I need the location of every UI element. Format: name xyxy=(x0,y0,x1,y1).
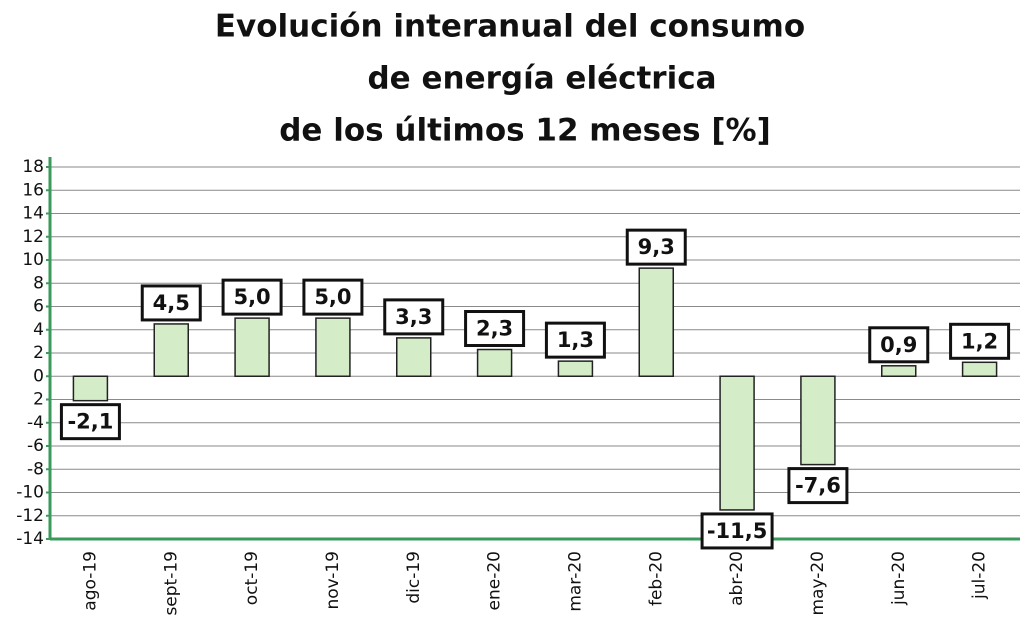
value-label-box xyxy=(625,228,687,266)
value-label: 3,3 xyxy=(395,305,432,329)
value-label-box xyxy=(140,284,202,322)
chart-title: de los últimos 12 meses [%] xyxy=(279,113,771,149)
value-label: 4,5 xyxy=(153,291,190,315)
bar xyxy=(557,360,594,378)
value-label: -7,6 xyxy=(795,474,841,498)
bar xyxy=(961,361,998,377)
bar xyxy=(881,365,917,378)
value-label-box xyxy=(544,321,606,359)
value-label-box xyxy=(949,322,1011,360)
value-label-box xyxy=(221,278,283,316)
bar xyxy=(234,317,270,377)
bar xyxy=(153,323,189,377)
value-label-box xyxy=(700,512,774,550)
chart-title: de energía eléctrica xyxy=(367,61,716,97)
x-tick-label: sept-19 xyxy=(161,551,181,616)
value-label: -2,1 xyxy=(67,410,113,434)
y-tick-label: 2 xyxy=(33,390,44,410)
y-tick-label: 2 xyxy=(33,343,44,363)
y-tick-label: 8 xyxy=(33,273,44,293)
value-label-box xyxy=(464,310,526,348)
bar xyxy=(396,337,432,378)
x-tick-label: mar-20 xyxy=(565,551,585,612)
y-tick-label: 4 xyxy=(33,320,44,340)
value-label-box xyxy=(59,403,121,441)
x-tick-label: abr-20 xyxy=(727,551,747,606)
value-label: -11,5 xyxy=(707,519,768,543)
x-tick-label: dic-19 xyxy=(404,551,424,604)
y-tick-label: 6 xyxy=(33,297,44,317)
y-tick-label: -14 xyxy=(16,529,44,549)
value-label: 0,9 xyxy=(880,333,917,357)
bar xyxy=(638,267,674,378)
y-tick-label: -4 xyxy=(27,413,44,433)
value-label-box xyxy=(787,467,849,505)
value-label: 5,0 xyxy=(314,285,351,309)
y-tick-label: -8 xyxy=(27,459,44,479)
y-tick-label: 10 xyxy=(22,250,44,270)
y-tick-label: 12 xyxy=(22,227,44,247)
x-tick-label: nov-19 xyxy=(323,551,343,610)
y-tick-label: 0 xyxy=(33,366,44,386)
bar xyxy=(72,375,109,402)
x-tick-label: ago-19 xyxy=(80,551,100,611)
bar xyxy=(719,375,755,511)
x-tick-label: oct-19 xyxy=(242,551,262,605)
value-label-box xyxy=(868,326,930,364)
y-tick-label: -10 xyxy=(16,483,44,503)
chart-title: Evolución interanual del consumo xyxy=(215,9,805,45)
y-tick-label: -6 xyxy=(27,436,44,456)
x-tick-label: jul-20 xyxy=(970,551,990,600)
y-tick-label: -12 xyxy=(16,506,44,526)
value-label: 2,3 xyxy=(476,317,513,341)
value-label: 9,3 xyxy=(638,235,675,259)
value-label-box xyxy=(383,298,445,336)
y-tick-label: 18 xyxy=(22,157,44,177)
value-label: 1,2 xyxy=(961,329,998,353)
bar xyxy=(315,317,351,377)
bar xyxy=(476,348,513,378)
x-tick-label: feb-20 xyxy=(646,551,666,606)
x-tick-label: ene-20 xyxy=(485,551,505,610)
y-tick-label: 16 xyxy=(22,180,44,200)
bar xyxy=(800,375,836,466)
x-tick-label: jun-20 xyxy=(889,551,909,606)
x-tick-label: may-20 xyxy=(808,551,828,616)
value-label: 1,3 xyxy=(557,328,594,352)
y-tick-label: 14 xyxy=(22,204,44,224)
value-label-box xyxy=(302,278,364,316)
value-label: 5,0 xyxy=(233,285,270,309)
